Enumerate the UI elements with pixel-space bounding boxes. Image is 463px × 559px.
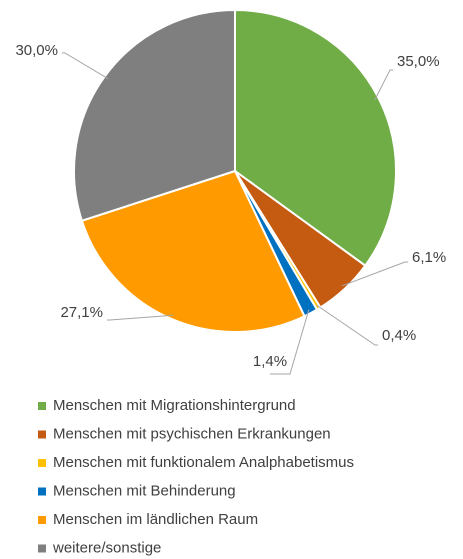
data-label: 0,4%: [382, 327, 416, 344]
legend-swatch: [38, 487, 46, 496]
leader-line: [107, 314, 174, 321]
legend-swatch: [38, 430, 46, 439]
data-label: 1,4%: [253, 353, 287, 370]
legend-swatch: [38, 459, 46, 467]
legend-swatch: [38, 516, 46, 524]
leader-line: [316, 304, 378, 346]
leader-line: [341, 261, 408, 287]
legend-label: Menschen mit psychischen Erkrankungen: [53, 425, 331, 442]
data-label: 6,1%: [412, 249, 446, 266]
pie-slice: [80, 169, 306, 333]
legend-label: Menschen mit funktionalem Analphabetismu…: [53, 454, 354, 471]
legend-label: Menschen mit Migrationshintergrund: [53, 397, 296, 414]
data-label: 27,1%: [60, 304, 103, 321]
leader-line: [62, 52, 109, 80]
pie-slice: [234, 8, 397, 268]
legend-label: weitere/sonstige: [52, 539, 161, 556]
legend-label: Menschen mit Behinderung: [53, 482, 236, 499]
data-label: 30,0%: [15, 42, 58, 59]
leader-line: [374, 69, 393, 100]
legend-swatch: [38, 544, 46, 553]
legend-label: Menschen im ländlichen Raum: [53, 511, 258, 528]
leader-line: [270, 309, 310, 375]
legend-swatch: [38, 402, 46, 410]
data-label: 35,0%: [397, 53, 440, 70]
